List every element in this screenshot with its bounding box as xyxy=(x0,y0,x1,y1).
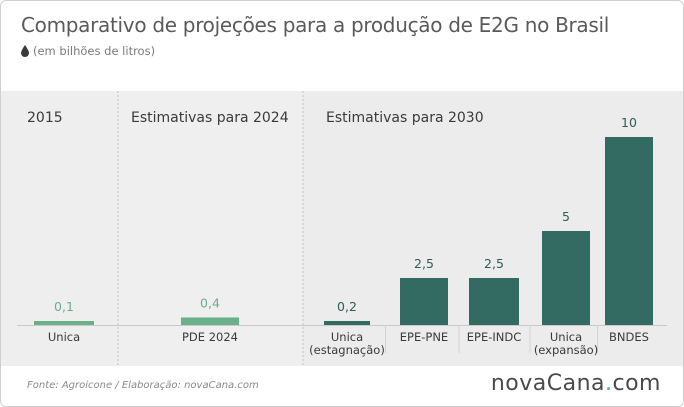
value-label: 0,1 xyxy=(54,299,74,314)
bar xyxy=(469,278,519,325)
bar xyxy=(324,321,370,325)
footer: Fonte: Agroicone / Elaboração: novaCana.… xyxy=(1,366,683,406)
bar xyxy=(605,137,653,325)
category-label: Unica (estagnação) xyxy=(309,330,385,357)
value-label: 5 xyxy=(562,209,570,224)
category-label: Unica (expansão) xyxy=(534,330,598,357)
chart-title: Comparativo de projeções para a produção… xyxy=(21,13,609,37)
category-label: BNDES xyxy=(609,330,649,344)
source-note: Fonte: Agroicone / Elaboração: novaCana.… xyxy=(27,380,259,391)
logo-main: novaCana xyxy=(490,371,605,396)
section-background xyxy=(1,91,118,366)
category-label: Unica xyxy=(48,330,80,344)
logo-tld: com xyxy=(612,371,661,396)
bar-chart: 2015 0,1 Unica Estimativas para 2024 0,4 PDE … xyxy=(1,91,683,366)
chart-area: 2015 0,1 Unica Estimativas para 2024 0,4 PDE … xyxy=(1,91,683,366)
bar xyxy=(400,278,448,325)
unit-label: (em bilhões de litros) xyxy=(33,44,156,58)
drop-icon xyxy=(21,45,29,57)
group-label: Estimativas para 2030 xyxy=(326,110,484,126)
value-label: 0,4 xyxy=(200,295,220,310)
category-label: EPE-PNE xyxy=(400,330,448,344)
group-label: 2015 xyxy=(27,110,63,126)
logo-dot: . xyxy=(605,371,613,396)
value-label: 2,5 xyxy=(484,256,504,271)
bar xyxy=(181,317,239,325)
value-label: 2,5 xyxy=(414,256,434,271)
group-label: Estimativas para 2024 xyxy=(131,110,289,126)
brand-logo: novaCana.com xyxy=(491,371,661,396)
bar xyxy=(34,321,94,325)
category-label: PDE 2024 xyxy=(182,330,238,344)
value-label: 10 xyxy=(621,115,637,130)
header: Comparativo de projeções para a produção… xyxy=(1,1,683,91)
category-label: EPE-INDC xyxy=(467,330,522,344)
chart-subtitle: (em bilhões de litros) xyxy=(21,44,155,58)
bar xyxy=(542,231,590,325)
value-label: 0,2 xyxy=(337,299,357,314)
